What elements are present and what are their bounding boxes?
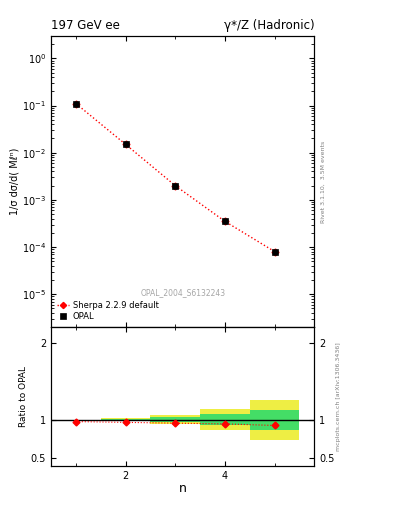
Line: Sherpa 2.2.9 default: Sherpa 2.2.9 default [73,101,277,254]
OPAL [173,183,178,189]
Sherpa 2.2.9 default [123,141,128,147]
Text: γ*/Z (Hadronic): γ*/Z (Hadronic) [224,19,314,32]
Y-axis label: Rivet 3.1.10,  3.5M events: Rivet 3.1.10, 3.5M events [321,140,326,223]
X-axis label: n: n [179,482,187,495]
Sherpa 2.2.9 default [222,218,227,224]
Text: 197 GeV ee: 197 GeV ee [51,19,120,32]
Y-axis label: 1/σ dσ/d( Mℓⁿ): 1/σ dσ/d( Mℓⁿ) [9,148,19,215]
Text: OPAL_2004_S6132243: OPAL_2004_S6132243 [140,288,225,297]
OPAL [222,218,227,224]
OPAL [272,248,277,254]
OPAL [73,100,78,106]
Y-axis label: Ratio to OPAL: Ratio to OPAL [19,366,28,427]
Line: OPAL: OPAL [72,100,278,255]
OPAL [123,141,128,147]
Sherpa 2.2.9 default [73,100,78,106]
Sherpa 2.2.9 default [272,248,277,254]
Sherpa 2.2.9 default [173,183,178,189]
Y-axis label: mcplots.cern.ch [arXiv:1306.3436]: mcplots.cern.ch [arXiv:1306.3436] [336,342,341,451]
Legend: Sherpa 2.2.9 default, OPAL: Sherpa 2.2.9 default, OPAL [55,300,160,323]
